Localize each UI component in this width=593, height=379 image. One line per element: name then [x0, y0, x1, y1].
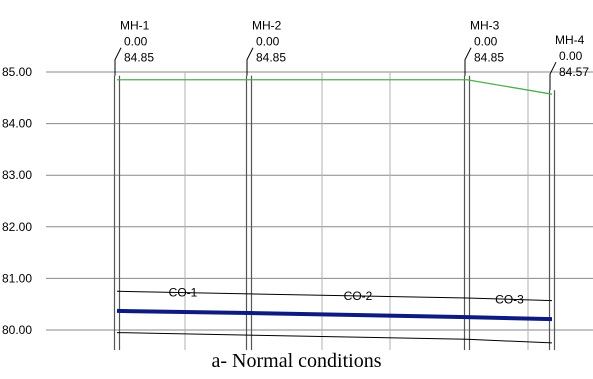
y-tick-label: 82.00 [2, 220, 32, 234]
manhole-leader [464, 47, 472, 76]
manhole-elevation: 84.85 [124, 51, 154, 65]
pipe-invert-line [116, 332, 553, 344]
profile-svg: 80.00 81.00 82.00 83.00 84.00 85.00 MH-1 0.00 84… [2, 19, 593, 350]
pipe-crown-line [116, 290, 553, 302]
conduit-label: CO-1 [169, 286, 198, 300]
y-tick-label: 83.00 [2, 168, 32, 182]
y-tick-label: 80.00 [2, 323, 32, 337]
manhole-leader [549, 61, 557, 91]
manhole-elevation: 84.85 [474, 51, 504, 65]
manhole-name: MH-2 [252, 19, 282, 33]
manhole-depth: 0.00 [559, 49, 583, 63]
y-tick-label: 85.00 [2, 65, 32, 79]
conduit-label: CO-3 [495, 292, 524, 306]
conduit-label: CO-2 [344, 289, 373, 303]
y-tick-label: 81.00 [2, 271, 32, 285]
y-tick-label: 84.00 [2, 117, 32, 131]
manhole-name: MH-4 [555, 33, 585, 47]
manhole-leader [114, 47, 122, 76]
figure-caption: a- Normal conditions [211, 350, 382, 372]
manhole-name: MH-3 [470, 19, 500, 33]
manhole-name: MH-1 [120, 19, 150, 33]
manhole-depth: 0.00 [256, 35, 280, 49]
manhole-elevation: 84.85 [256, 51, 286, 65]
manhole-depth: 0.00 [124, 35, 148, 49]
manhole-depth: 0.00 [474, 35, 498, 49]
manhole-elevation: 84.57 [559, 65, 589, 79]
manhole-leader [246, 47, 254, 76]
ground-line [117, 79, 553, 95]
water-level-line [116, 308, 553, 322]
